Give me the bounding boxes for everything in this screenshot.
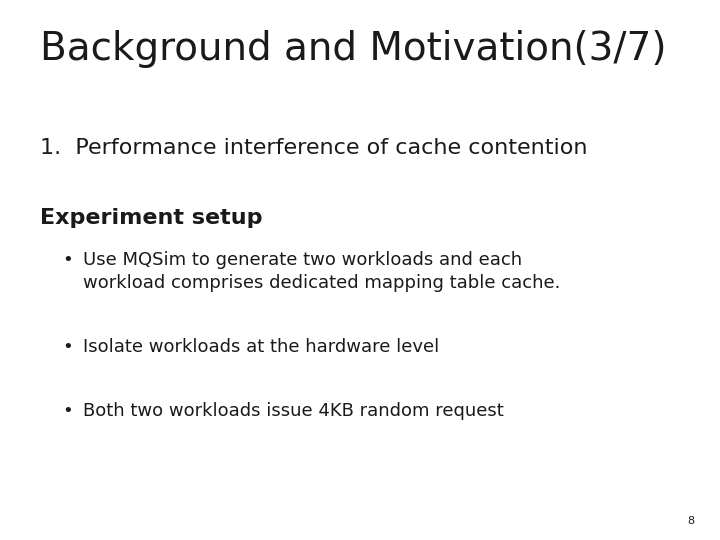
Text: 1.  Performance interference of cache contention: 1. Performance interference of cache con… xyxy=(40,138,587,158)
Text: Isolate workloads at the hardware level: Isolate workloads at the hardware level xyxy=(83,338,439,355)
Text: Background and Motivation(3/7): Background and Motivation(3/7) xyxy=(40,30,666,68)
Text: Both two workloads issue 4KB random request: Both two workloads issue 4KB random requ… xyxy=(83,402,503,420)
Text: •: • xyxy=(63,402,73,420)
Text: Experiment setup: Experiment setup xyxy=(40,208,262,228)
Text: •: • xyxy=(63,251,73,269)
Text: Use MQSim to generate two workloads and each
workload comprises dedicated mappin: Use MQSim to generate two workloads and … xyxy=(83,251,560,292)
Text: •: • xyxy=(63,338,73,355)
Text: 8: 8 xyxy=(688,516,695,526)
